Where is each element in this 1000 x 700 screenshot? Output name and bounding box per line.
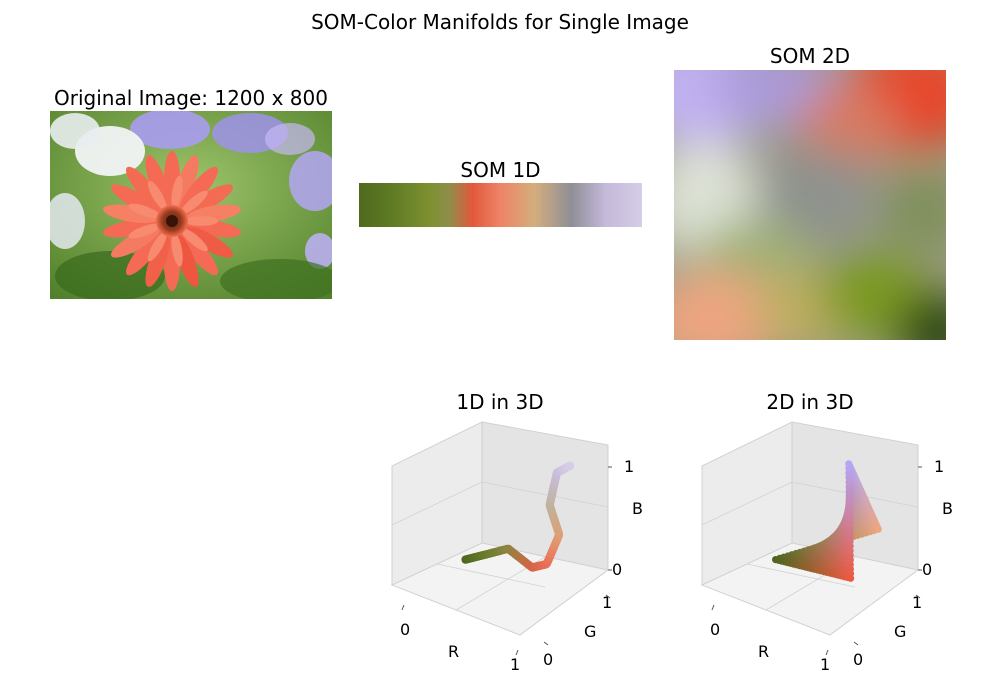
z-axis-label: B [942,499,953,518]
y-tick-0: 0 [853,650,863,669]
d1in3d-plot: 1 0 B 0 1 R 1 0 G [390,421,643,674]
x-tick-0: 0 [710,620,720,639]
som2d-surface [772,460,882,582]
axis-ticks [711,466,922,656]
figure-title: SOM-Color Manifolds for Single Image [311,10,689,34]
z-axis-label: B [632,499,643,518]
curve-point [565,461,575,470]
som1d-strip [359,183,642,227]
som2d-grid [674,70,946,340]
x-tick-0: 0 [400,620,410,639]
x-tick-1: 1 [820,655,830,674]
d2in3d-title: 2D in 3D [766,390,854,414]
x-axis-label: R [758,642,769,661]
z-tick-1: 1 [934,457,944,476]
z-tick-0: 0 [612,560,622,579]
d2in3d-plot: 1 0 B 0 1 R 1 0 G [700,421,953,674]
y-tick-0: 0 [543,650,553,669]
z-tick-0: 0 [922,560,932,579]
y-axis-label: G [584,622,596,641]
som1d-curve [461,461,575,572]
y-tick-1: 1 [912,593,922,612]
original-image [50,111,332,299]
d1in3d-title: 1D in 3D [456,390,544,414]
z-tick-1: 1 [624,457,634,476]
y-axis-label: G [894,622,906,641]
x-tick-1: 1 [510,655,520,674]
axis-ticks [401,466,612,656]
som2d-title: SOM 2D [769,44,851,68]
surface-point [845,460,853,468]
y-tick-1: 1 [602,593,612,612]
original-image-title: Original Image: 1200 x 800 [54,86,328,110]
x-axis-label: R [448,642,459,661]
som1d-title: SOM 1D [460,158,541,182]
axis-labels: 1 0 B 0 1 R 1 0 G [400,457,643,674]
axis-labels: 1 0 B 0 1 R 1 0 G [710,457,953,674]
